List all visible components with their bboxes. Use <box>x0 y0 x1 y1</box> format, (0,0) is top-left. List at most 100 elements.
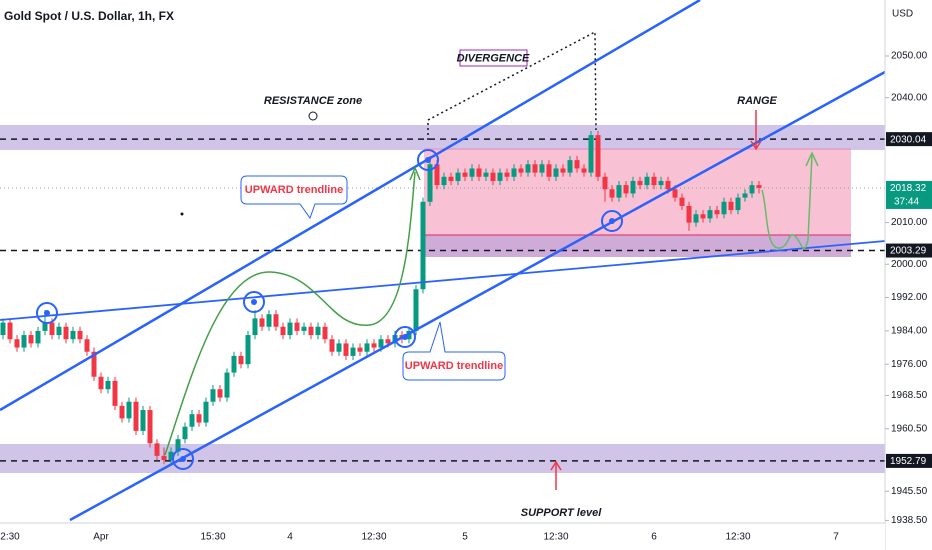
y-tick-label: 2040.00 <box>891 92 928 103</box>
candle-body <box>154 443 160 456</box>
candle-body <box>490 172 496 181</box>
candle-body <box>308 326 314 336</box>
divergence-dotted <box>427 30 597 140</box>
y-tick-label: 2050.00 <box>891 51 928 62</box>
candle-body <box>119 405 125 419</box>
support-label: SUPPORT level <box>521 507 602 519</box>
candle-body <box>560 168 566 173</box>
candle-body <box>7 322 13 340</box>
candle-body <box>231 355 237 373</box>
candle-body <box>567 160 573 173</box>
candle-body <box>700 214 706 219</box>
candle-body <box>735 197 741 211</box>
candle-body <box>483 172 489 177</box>
candle-body <box>287 322 293 336</box>
candle-body <box>210 389 216 402</box>
candle-body <box>77 330 83 340</box>
candle-body <box>546 164 552 177</box>
candle-body <box>182 426 188 440</box>
icon <box>308 111 318 121</box>
candle-body <box>525 164 531 173</box>
arrow-head <box>409 166 421 181</box>
time-axis <box>0 523 885 550</box>
last-price-tag <box>886 180 932 209</box>
candle-body <box>133 401 139 431</box>
y-tick-label: 2000.00 <box>891 259 928 270</box>
candle-body <box>497 172 503 181</box>
arrow-head <box>550 460 562 471</box>
candle-body <box>574 160 580 169</box>
touch-dot <box>251 299 257 305</box>
candle-body <box>651 176 657 186</box>
candle-body <box>329 339 335 352</box>
candle-body <box>203 401 209 423</box>
candle-body <box>21 335 27 348</box>
candle-body <box>616 185 622 198</box>
y-tick-label: 1992.00 <box>891 292 928 303</box>
candle-body <box>630 180 636 194</box>
candle-body <box>756 185 762 188</box>
level-tag <box>886 132 932 147</box>
countdown: 37:44 <box>894 197 919 208</box>
touch-dot <box>402 334 408 340</box>
candle-body <box>553 168 559 177</box>
upper-trendline <box>0 0 701 412</box>
candle-body <box>609 189 615 198</box>
candle-body <box>672 189 678 198</box>
x-tick-label: Apr <box>93 532 109 543</box>
candle-body <box>714 210 720 215</box>
candle-body <box>686 205 692 223</box>
divergence-line <box>0 240 886 321</box>
candle-body <box>70 330 76 340</box>
candle-body <box>301 326 307 331</box>
candle-body <box>252 318 258 336</box>
candle-body <box>749 185 755 194</box>
touch-dots <box>44 157 615 462</box>
x-tick-label: 15:30 <box>200 532 225 543</box>
touch-circles <box>36 149 623 470</box>
candle-body <box>511 168 517 177</box>
x-tick-label: 12:30 <box>361 532 386 543</box>
callout <box>240 175 348 220</box>
touch-circle <box>601 210 623 232</box>
candle-body <box>448 176 454 181</box>
divergence-box <box>459 49 528 67</box>
candle-body <box>14 339 20 348</box>
candle-body <box>280 326 286 336</box>
candle-body <box>742 193 748 198</box>
candle-body <box>357 347 363 352</box>
candle-body <box>350 347 356 356</box>
candle-body <box>42 322 48 331</box>
candle-body <box>504 172 510 177</box>
candle-body <box>315 326 321 336</box>
candle-body <box>245 335 251 365</box>
candle-body <box>224 372 230 398</box>
y-tick-label: 1938.50 <box>891 515 928 526</box>
candle-body <box>168 451 174 461</box>
candle-body <box>217 389 223 398</box>
candle-body <box>581 168 587 173</box>
chart-title: Gold Spot / U.S. Dollar, 1h, FX <box>4 9 174 23</box>
candle-body <box>602 176 608 190</box>
x-tick-label: 12:30 <box>725 532 750 543</box>
candle-body <box>665 180 671 190</box>
candle-body <box>105 380 111 390</box>
resistance-zone <box>0 125 885 150</box>
candle-body <box>294 322 300 331</box>
touch-circle <box>36 302 58 324</box>
candle-body <box>728 201 734 211</box>
y-tick-label: 2010.00 <box>891 217 928 228</box>
lower-trendline <box>69 70 886 522</box>
level-label: 1952.79 <box>890 456 927 467</box>
level-tag <box>886 453 932 468</box>
candle-body <box>98 376 104 390</box>
candle-body <box>455 172 461 181</box>
range-label: RANGE <box>737 95 777 107</box>
candle-body <box>343 343 349 356</box>
candle-body <box>413 289 419 331</box>
x-tick-label: 6 <box>651 532 657 543</box>
candle-body <box>161 455 167 461</box>
projection-curve <box>164 171 416 456</box>
candle-body <box>147 410 153 444</box>
